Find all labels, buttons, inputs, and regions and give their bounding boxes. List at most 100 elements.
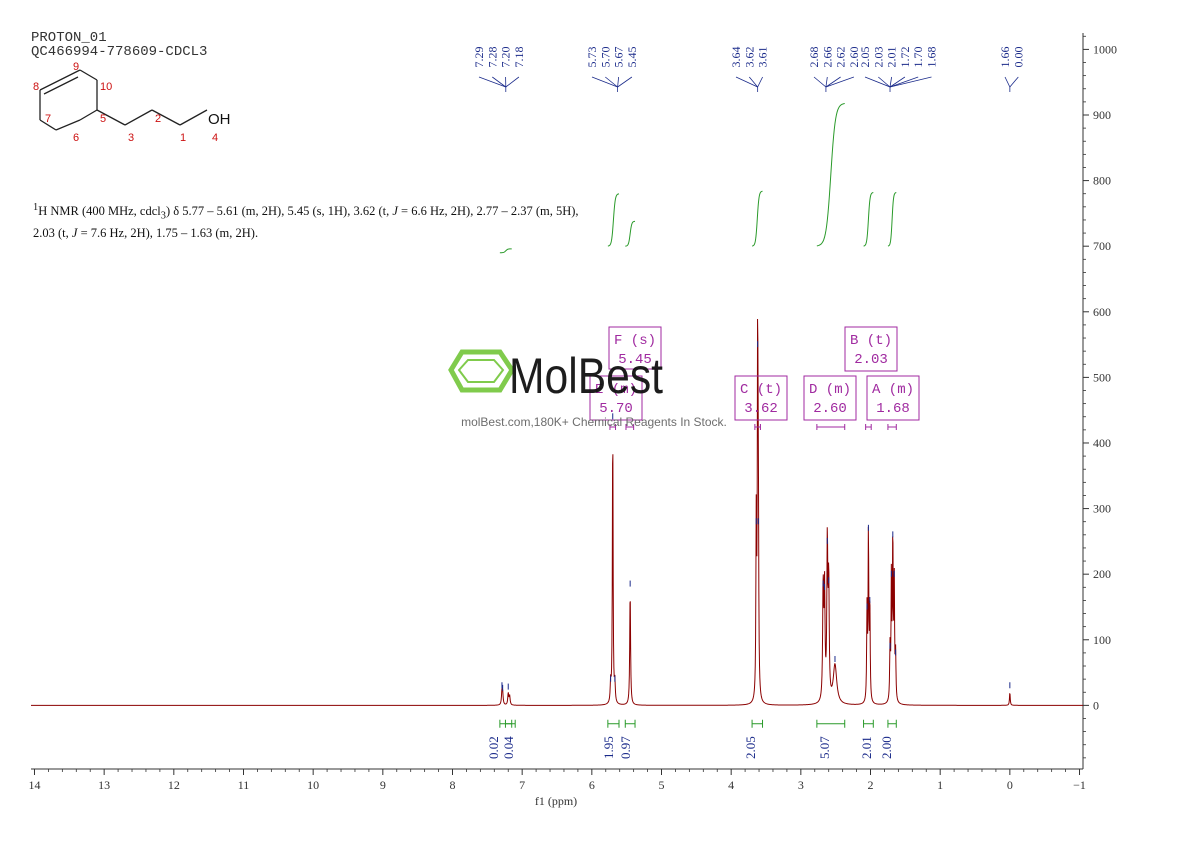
y-tick-label: 0 bbox=[1093, 698, 1099, 712]
peak-shift-label: 5.70 bbox=[598, 47, 612, 68]
integral-curves bbox=[499, 103, 897, 254]
integral-curve bbox=[499, 248, 512, 254]
integral-value: 0.02 bbox=[486, 736, 501, 759]
peak-shift-label: 0.00 bbox=[1011, 47, 1025, 68]
atom-label-5: 5 bbox=[100, 113, 106, 125]
multiplet-label: D (m) bbox=[809, 382, 851, 398]
multiplet-label: A (m) bbox=[872, 382, 914, 398]
x-tick-label: 12 bbox=[168, 778, 180, 792]
multiplet-box bbox=[866, 375, 920, 421]
multiplet-boxes: F (s) 5.45 E (m) 5.70 C (t) 3.62 D (m) 2.60 B (t… bbox=[589, 326, 920, 430]
multiplet-box bbox=[844, 326, 898, 372]
peak-shift-label: 7.28 bbox=[485, 47, 499, 68]
x-tick-label: 14 bbox=[28, 778, 40, 792]
integral-curve bbox=[625, 220, 636, 247]
peak-shift-label: 5.67 bbox=[612, 47, 626, 68]
watermark-tagline: molBest.com,180K+ Chemical Reagents In S… bbox=[461, 415, 727, 429]
summary-text-c: = 7.6 Hz, 2H), 1.75 – 1.63 (m, 2H). bbox=[77, 225, 259, 240]
multiplet-label: B (t) bbox=[850, 333, 892, 349]
y-tick-label: 400 bbox=[1093, 436, 1111, 450]
peak-shift-label: 1.68 bbox=[925, 47, 939, 68]
x-tick-label: 5 bbox=[659, 778, 665, 792]
integral-value: 0.97 bbox=[618, 736, 633, 759]
summary-superscript: 1 bbox=[33, 202, 39, 213]
peak-shift-label: 2.01 bbox=[885, 47, 899, 68]
peak-shift-label: 2.03 bbox=[871, 47, 885, 68]
peak-shift-label: 3.61 bbox=[756, 47, 770, 68]
multiplet-shift: 2.60 bbox=[813, 401, 847, 417]
peak-shift-label: 1.72 bbox=[898, 47, 912, 68]
summary-j-2: J bbox=[71, 225, 78, 240]
peak-labels: 7.29 7.28 7.20 7.18 5.73 5.70 5.67 5.45 3.64 3.62… bbox=[472, 46, 1025, 92]
atom-label-6: 6 bbox=[73, 132, 79, 144]
x-tick-label: 11 bbox=[238, 778, 250, 792]
x-axis-ticks: 14 13 12 11 10 9 8 7 6 5 4 3 2 1 0 −1 bbox=[28, 769, 1086, 792]
atom-label-2: 2 bbox=[155, 113, 161, 125]
x-tick-label: 3 bbox=[798, 778, 804, 792]
peak-label-leader bbox=[617, 76, 619, 88]
peak-label-leader bbox=[617, 76, 633, 88]
peak-label-leader bbox=[492, 76, 507, 88]
peak-shift-label: 2.62 bbox=[834, 47, 848, 68]
integral-curve bbox=[751, 190, 763, 247]
peak-shift-label: 2.66 bbox=[820, 47, 834, 68]
y-tick-label: 900 bbox=[1093, 108, 1111, 122]
x-tick-label: 2 bbox=[868, 778, 874, 792]
peak-tick-marks bbox=[501, 341, 1011, 691]
peak-label-leader bbox=[825, 76, 841, 88]
header-sample-id: QC466994-778609-CDCL3 bbox=[31, 44, 208, 60]
atom-label-3: 3 bbox=[128, 132, 134, 144]
multiplet-shift: 1.68 bbox=[876, 401, 910, 417]
x-tick-label: −1 bbox=[1073, 778, 1086, 792]
y-tick-label: 300 bbox=[1093, 502, 1111, 516]
peak-shift-label: 7.18 bbox=[512, 47, 526, 68]
y-tick-label: 700 bbox=[1093, 239, 1111, 253]
axes bbox=[31, 33, 1084, 770]
atom-label-9: 9 bbox=[73, 61, 79, 73]
peak-shift-label: 5.73 bbox=[585, 47, 599, 68]
summary-nucleus: H NMR (400 MHz, cdcl bbox=[38, 204, 161, 219]
peak-label-leader bbox=[478, 76, 506, 88]
hydroxyl-label: OH bbox=[208, 111, 231, 128]
peak-label-leader bbox=[748, 76, 758, 88]
integral-annotations: 0.02 0.04 1.95 0.97 2.05 5.07 2.01 2.00 bbox=[486, 719, 897, 759]
multiplet-label: E (m) bbox=[595, 382, 637, 398]
multiplet-shift: 3.62 bbox=[744, 401, 778, 417]
atom-label-10: 10 bbox=[100, 81, 112, 93]
peak-label-leader bbox=[825, 76, 828, 88]
peak-shift-label: 3.62 bbox=[742, 47, 756, 68]
multiplet-box bbox=[734, 375, 788, 421]
nmr-summary: 1H NMR (400 MHz, cdcl3) δ 5.77 – 5.61 (m… bbox=[33, 199, 598, 242]
peak-label-leader bbox=[757, 76, 763, 88]
multiplet-label: F (s) bbox=[614, 333, 656, 349]
multiplet-shift: 5.70 bbox=[599, 401, 633, 417]
x-tick-label: 4 bbox=[728, 778, 734, 792]
logo-inner-ring-icon bbox=[457, 359, 505, 383]
x-tick-label: 7 bbox=[519, 778, 525, 792]
integral-value: 2.01 bbox=[859, 736, 874, 759]
x-tick-label: 6 bbox=[589, 778, 595, 792]
x-tick-label: 10 bbox=[307, 778, 319, 792]
integral-value: 0.04 bbox=[501, 736, 516, 759]
multiplet-box bbox=[589, 375, 643, 421]
watermark: MolBest molBest.com,180K+ Chemical Reage… bbox=[448, 348, 727, 429]
integral-curve bbox=[816, 103, 845, 247]
spectrum-trace bbox=[31, 319, 1083, 706]
integral-curve bbox=[607, 193, 620, 247]
integral-value: 1.95 bbox=[601, 736, 616, 759]
peak-label-leader bbox=[864, 76, 891, 88]
y-tick-label: 200 bbox=[1093, 567, 1111, 581]
peak-shift-label: 2.05 bbox=[858, 47, 872, 68]
summary-subscript: 3 bbox=[160, 210, 166, 222]
watermark-brand: MolBest bbox=[509, 348, 663, 404]
x-tick-label: 9 bbox=[380, 778, 386, 792]
peak-shift-label: 1.66 bbox=[998, 47, 1012, 68]
y-tick-label: 800 bbox=[1093, 174, 1111, 188]
peak-label-leader bbox=[889, 76, 932, 88]
multiplet-label: C (t) bbox=[740, 382, 782, 398]
peak-shift-label: 7.29 bbox=[472, 47, 486, 68]
peak-label-leader bbox=[605, 76, 618, 88]
multiplet-shift: 2.03 bbox=[854, 352, 888, 368]
x-tick-label: 0 bbox=[1007, 778, 1013, 792]
